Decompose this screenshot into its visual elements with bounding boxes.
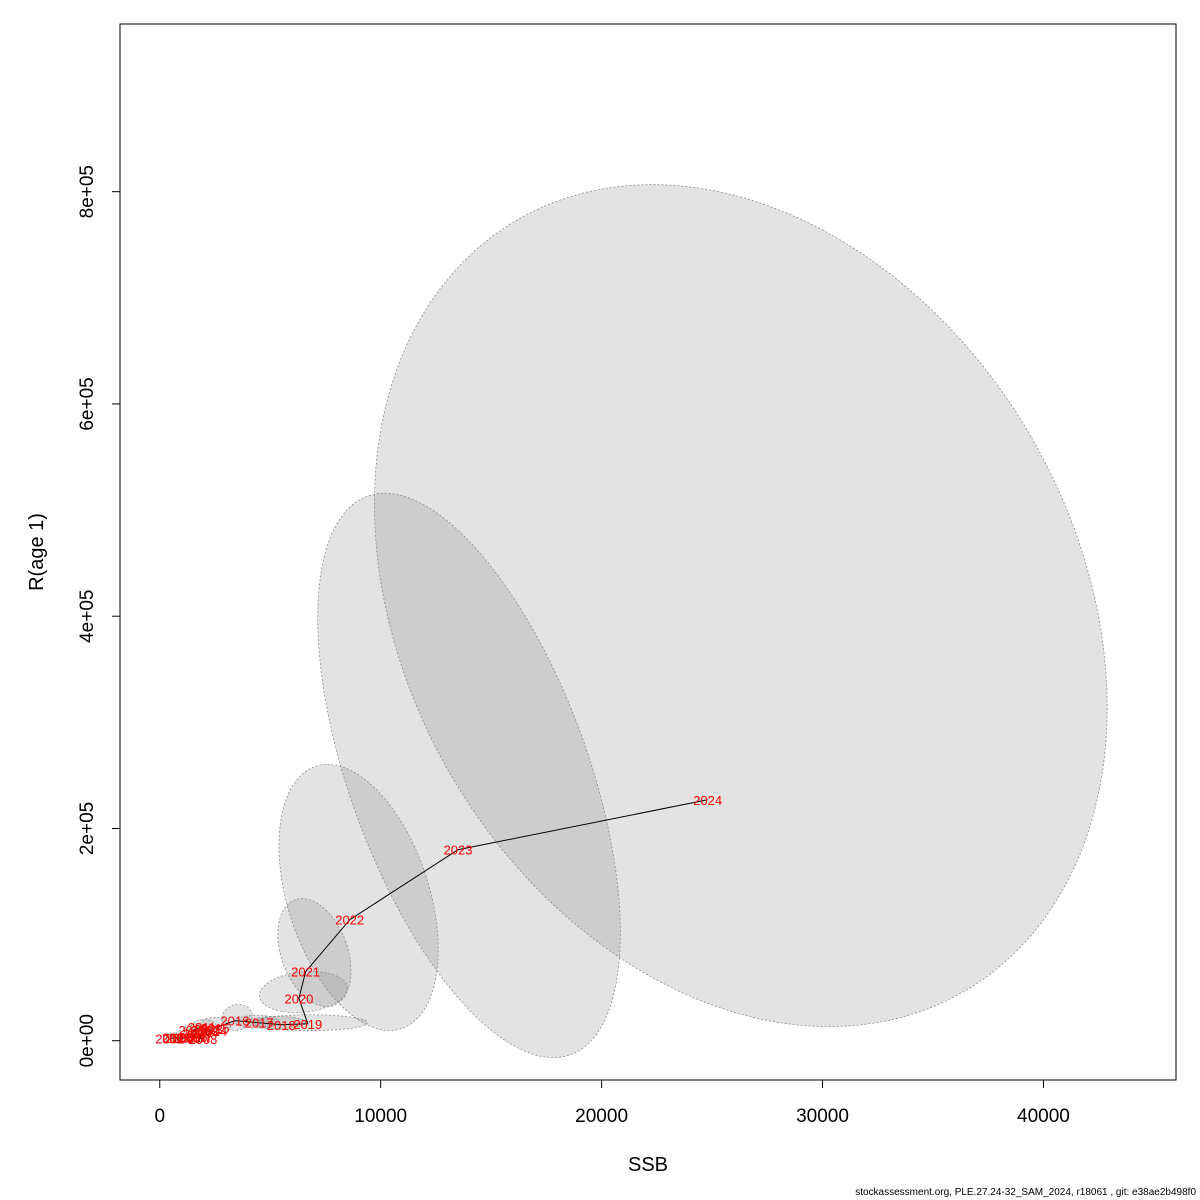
y-tick-label: 4e+05 xyxy=(77,590,98,643)
y-tick-label: 6e+05 xyxy=(77,377,98,430)
confidence-ellipse-2024 xyxy=(373,184,1108,1027)
year-label-2012: 2012 xyxy=(191,1023,220,1038)
year-label-2021: 2021 xyxy=(291,965,320,980)
x-axis: 0 10000 20000 30000 40000 xyxy=(154,1079,1070,1127)
year-label-2014: 2014 xyxy=(198,1024,227,1039)
x-tick-label: 40000 xyxy=(1017,1106,1070,1127)
x-axis-title: SSB xyxy=(628,1154,668,1176)
year-label-2017: 2017 xyxy=(245,1016,274,1031)
confidence-ellipse-2023 xyxy=(317,492,621,1059)
y-tick-label: 8e+05 xyxy=(77,165,98,218)
trajectory xyxy=(169,799,708,1041)
year-label-2010: 2010 xyxy=(178,1023,207,1038)
year-label-2005: 2005 xyxy=(172,1031,201,1046)
year-label-2011: 2011 xyxy=(188,1020,216,1035)
year-label-2019: 2019 xyxy=(293,1017,322,1032)
year-label-2003: 2003 xyxy=(162,1031,191,1046)
x-tick-label: 10000 xyxy=(354,1106,407,1127)
year-label-2008: 2008 xyxy=(188,1032,217,1047)
y-tick-label: 2e+05 xyxy=(77,802,98,855)
year-label-2022: 2022 xyxy=(335,913,364,928)
confidence-ellipse-2022 xyxy=(278,764,439,1031)
year-label-2020: 2020 xyxy=(284,991,313,1006)
confidence-ellipse-2015 xyxy=(199,1016,231,1035)
x-tick-label: 20000 xyxy=(575,1106,628,1127)
footer-credit: stockassessment.org, PLE.27.24-32_SAM_20… xyxy=(855,1187,1196,1198)
confidence-ellipse-2019 xyxy=(252,1014,368,1032)
year-label-2023: 2023 xyxy=(444,843,473,858)
y-axis: 0e+00 2e+05 4e+05 6e+05 8e+05 xyxy=(77,165,121,1067)
year-label-2009: 2009 xyxy=(183,1026,212,1041)
year-label-2015: 2015 xyxy=(201,1021,230,1036)
x-tick-label: 30000 xyxy=(796,1106,849,1127)
year-label-2013: 2013 xyxy=(194,1022,223,1037)
year-label-2016: 2016 xyxy=(220,1014,249,1029)
confidence-ellipse-2020 xyxy=(258,970,348,1013)
year-label-2004: 2004 xyxy=(165,1031,194,1046)
year-label-2024: 2024 xyxy=(693,793,722,808)
confidence-ellipse-2017 xyxy=(234,1014,280,1029)
year-label-2018: 2018 xyxy=(267,1018,296,1033)
y-axis-title: R(age 1) xyxy=(26,513,48,591)
confidence-ellipse-2021 xyxy=(277,898,352,1008)
trajectory-line xyxy=(169,799,708,1041)
year-label-2002: 2002 xyxy=(155,1032,184,1047)
year-labels: 2002200320042005200620072008200920102011… xyxy=(155,793,722,1047)
year-label-2007: 2007 xyxy=(183,1031,212,1046)
confidence-regions xyxy=(163,184,1108,1059)
confidence-ellipse-2016 xyxy=(221,1004,253,1031)
confidence-ellipse-2018 xyxy=(247,1015,306,1030)
y-tick-label: 0e+00 xyxy=(77,1014,98,1067)
confidence-ellipse-2002 xyxy=(163,1032,183,1042)
x-tick-label: 0 xyxy=(154,1106,165,1127)
year-label-2006: 2006 xyxy=(178,1030,207,1045)
